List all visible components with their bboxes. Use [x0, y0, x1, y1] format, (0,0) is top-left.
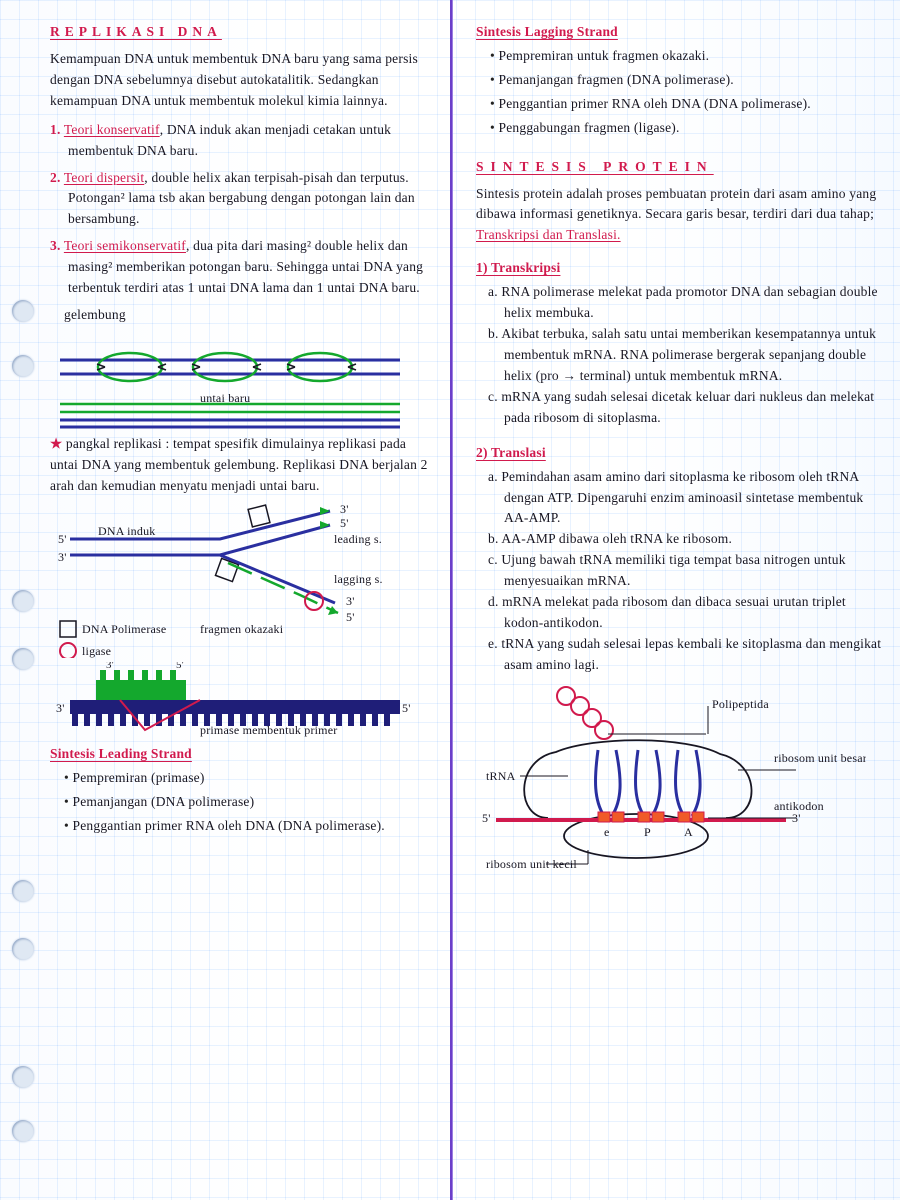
theory-2: 2. Teori dispersit, double helix akan te…: [50, 168, 434, 231]
trk-a: a. RNA polimerase melekat pada promotor …: [476, 282, 884, 324]
svg-text:fragmen okazaki: fragmen okazaki: [200, 622, 284, 636]
svg-text:3': 3': [346, 594, 355, 608]
notebook-page: REPLIKASI DNA Kemampuan DNA untuk memben…: [0, 0, 900, 1200]
svg-text:lagging s.: lagging s.: [334, 572, 383, 586]
left-column: REPLIKASI DNA Kemampuan DNA untuk memben…: [0, 0, 450, 1200]
pangkal-para: ★ pangkal replikasi : tempat spesifik di…: [50, 434, 434, 497]
svg-text:5': 5': [58, 532, 67, 546]
leading-title: Sintesis Leading Strand: [50, 744, 434, 765]
svg-text:DNA Polimerase: DNA Polimerase: [82, 622, 166, 636]
svg-text:ribosom unit kecil: ribosom unit kecil: [486, 857, 577, 870]
svg-text:primase membentuk primer: primase membentuk primer: [200, 723, 337, 737]
svg-text:5': 5': [482, 811, 491, 825]
leading-list: Pempremiran (primase) Pemanjangan (DNA p…: [50, 768, 434, 837]
svg-text:untai baru: untai baru: [200, 391, 250, 405]
svg-text:DNA induk: DNA induk: [98, 524, 155, 538]
svg-text:P: P: [644, 825, 651, 839]
svg-text:Polipeptida: Polipeptida: [712, 697, 769, 711]
svg-text:ligase: ligase: [82, 644, 111, 658]
svg-text:5': 5': [340, 516, 349, 530]
lagging-list: Pempremiran untuk fragmen okazaki. Peman…: [476, 46, 884, 139]
translasi-title: 2) Translasi: [476, 443, 884, 464]
svg-text:3': 3': [106, 662, 114, 671]
theory-3: 3. Teori semikonservatif, dua pita dari …: [50, 236, 434, 299]
trl-d: d. mRNA melekat pada ribosom dan dibaca …: [476, 592, 884, 634]
svg-text:antikodon: antikodon: [774, 799, 824, 813]
theory-1: 1. Teori konservatif, DNA induk akan men…: [50, 120, 434, 162]
lagging-title: Sintesis Lagging Strand: [476, 22, 884, 43]
trl-b: b. AA-AMP dibawa oleh tRNA ke ribosom.: [476, 529, 884, 550]
title-replikasi: REPLIKASI DNA: [50, 22, 434, 43]
svg-text:5': 5': [176, 662, 184, 671]
svg-text:A: A: [684, 825, 693, 839]
svg-text:3': 3': [58, 550, 67, 564]
svg-text:e: e: [604, 825, 610, 839]
svg-text:tRNA: tRNA: [486, 769, 516, 783]
bubble-diagram: untai baru: [50, 330, 410, 430]
intro-para: Kemampuan DNA untuk membentuk DNA baru y…: [50, 49, 434, 112]
sp-intro: Sintesis protein adalah proses pembuatan…: [476, 184, 884, 247]
svg-text:3': 3': [340, 503, 349, 516]
transkripsi-title: 1) Transkripsi: [476, 258, 884, 279]
bubble-label: gelembung: [50, 305, 434, 326]
theory-list: 1. Teori konservatif, DNA induk akan men…: [50, 120, 434, 299]
svg-text:5': 5': [346, 610, 355, 624]
trk-c: c. mRNA yang sudah selesai dicetak kelua…: [476, 387, 884, 429]
title-sintesis: SINTESIS PROTEIN: [476, 157, 884, 178]
star-icon: ★: [50, 436, 62, 451]
svg-text:5': 5': [402, 701, 411, 715]
trl-a: a. Pemindahan asam amino dari sitoplasma…: [476, 467, 884, 530]
svg-text:3': 3': [56, 701, 65, 715]
svg-text:leading s.: leading s.: [334, 532, 382, 546]
fork-diagram: 5' 3' 3' 5' leading s. DNA induk lagging…: [50, 503, 420, 658]
right-column: Sintesis Lagging Strand Pempremiran untu…: [450, 0, 900, 1200]
primer-diagram: 3' 5' 3' 5' primase membentuk primer: [50, 662, 420, 740]
ribosome-diagram: Polipeptida e P A 5' 3': [476, 680, 866, 870]
trk-b: b. Akibat terbuka, salah satu untai memb…: [476, 324, 884, 387]
trl-c: c. Ujung bawah tRNA memiliki tiga tempat…: [476, 550, 884, 592]
trl-e: e. tRNA yang sudah selesai lepas kembali…: [476, 634, 884, 676]
svg-text:ribosom unit besar: ribosom unit besar: [774, 751, 866, 765]
